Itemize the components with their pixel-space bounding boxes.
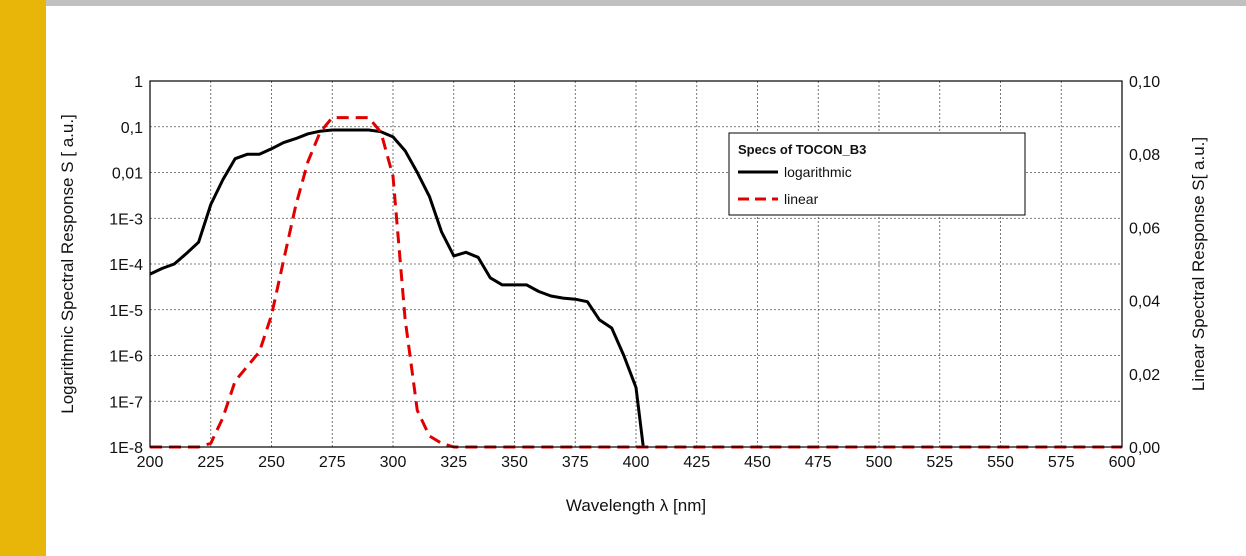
legend-title: Specs of TOCON_B3 (738, 142, 866, 157)
y-right-tick-labels: 0,00 0,02 0,04 0,06 0,08 0,10 (1129, 74, 1160, 457)
x-tick-label: 200 (137, 454, 164, 471)
x-axis-label: Wavelength λ [nm] (566, 496, 706, 515)
y-right-tick-label: 0,08 (1129, 147, 1160, 164)
y-left-tick-labels: 1E-8 1E-7 1E-6 1E-5 1E-4 1E-3 0,01 0,1 1 (109, 74, 143, 457)
x-tick-label: 550 (987, 454, 1014, 471)
legend: Specs of TOCON_B3 logarithmic linear (728, 132, 1026, 216)
x-tick-label: 250 (258, 454, 285, 471)
x-tick-label: 600 (1109, 454, 1136, 471)
y-left-tick-label: 1E-5 (109, 303, 143, 320)
y-right-tick-label: 0,06 (1129, 220, 1160, 237)
legend-entry-linear: linear (784, 191, 819, 207)
y-left-tick-label: 1E-8 (109, 440, 143, 457)
plot-frame (149, 80, 1123, 448)
top-rule (0, 0, 1246, 6)
series-line-linear (150, 116, 1122, 449)
accent-side-bar (0, 0, 46, 556)
y-left-tick-label: 0,01 (112, 166, 143, 183)
y-left-tick-label: 1 (134, 74, 143, 91)
y-right-tick-label: 0,00 (1129, 440, 1160, 457)
series-layer (149, 116, 1122, 449)
x-tick-label: 450 (744, 454, 771, 471)
y-left-tick-label: 1E-7 (109, 394, 143, 411)
y-left-tick-label: 0,1 (121, 120, 143, 137)
legend-box (728, 132, 1026, 216)
x-tick-label: 500 (866, 454, 893, 471)
x-tick-label: 475 (805, 454, 832, 471)
series-line-logarithmic (149, 128, 645, 448)
x-tick-labels: 200 225 250 275 300 325 350 375 400 425 450 475 500 5… (137, 454, 1136, 471)
y-left-tick-label: 1E-6 (109, 349, 143, 366)
x-tick-label: 525 (926, 454, 953, 471)
y-left-axis-label: Logarithmic Spectral Response S [ a.u.] (58, 114, 77, 414)
x-tick-label: 275 (319, 454, 346, 471)
x-tick-label: 325 (440, 454, 467, 471)
x-tick-label: 350 (501, 454, 528, 471)
x-tick-label: 300 (380, 454, 407, 471)
legend-entry-logarithmic: logarithmic (784, 164, 852, 180)
y-right-axis-label: Linear Spectral Response S[ a.u.] (1189, 137, 1208, 391)
y-left-tick-label: 1E-3 (109, 211, 143, 228)
x-tick-label: 400 (623, 454, 650, 471)
y-right-tick-label: 0,10 (1129, 74, 1160, 91)
x-tick-label: 425 (683, 454, 710, 471)
y-left-tick-label: 1E-4 (109, 257, 143, 274)
x-tick-label: 375 (562, 454, 589, 471)
y-right-tick-label: 0,02 (1129, 367, 1160, 384)
y-right-tick-label: 0,04 (1129, 294, 1160, 311)
x-tick-label: 575 (1048, 454, 1075, 471)
x-tick-label: 225 (197, 454, 224, 471)
